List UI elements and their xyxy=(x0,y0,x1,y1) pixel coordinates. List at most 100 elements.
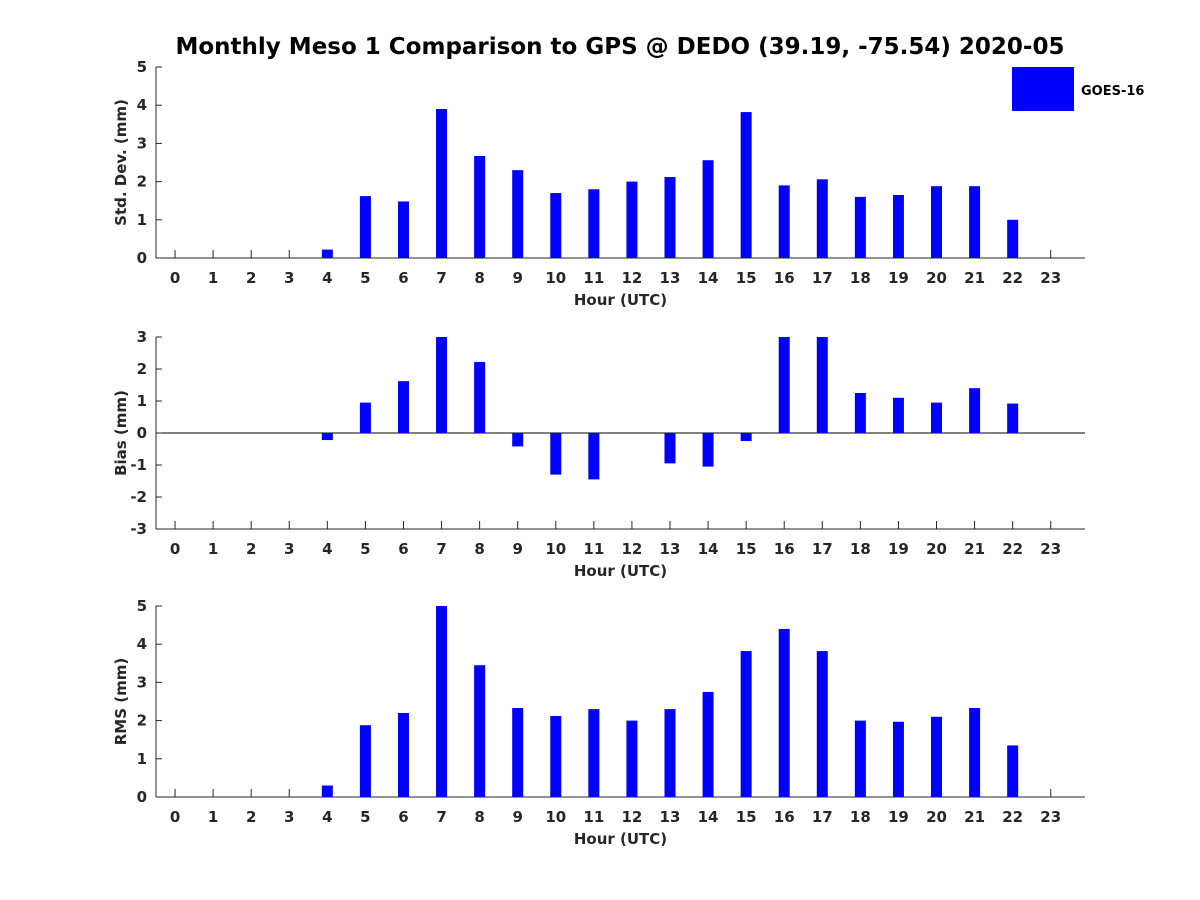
y-tick-label: 3 xyxy=(137,134,147,152)
bar-hour-8 xyxy=(474,361,486,433)
x-tick-label: 21 xyxy=(964,540,985,558)
x-tick-label: 1 xyxy=(208,540,218,558)
x-axis-label: Hour (UTC) xyxy=(574,291,667,309)
bar-hour-22 xyxy=(1007,403,1019,433)
x-tick-label: 5 xyxy=(360,540,370,558)
x-tick-label: 15 xyxy=(736,269,757,287)
bar-hour-6 xyxy=(397,201,409,258)
bar-hour-5 xyxy=(359,725,371,797)
x-tick-label: 6 xyxy=(398,540,408,558)
bar-hour-17 xyxy=(816,337,828,433)
x-tick-label: 16 xyxy=(774,540,795,558)
bar-hour-8 xyxy=(474,665,486,797)
x-tick-label: 3 xyxy=(284,808,294,826)
y-tick-label: -3 xyxy=(130,520,147,538)
x-tick-label: 15 xyxy=(736,808,757,826)
x-tick-label: 21 xyxy=(964,808,985,826)
bar-hour-16 xyxy=(778,185,790,258)
bar-hour-22 xyxy=(1007,219,1019,258)
y-tick-label: 0 xyxy=(137,249,147,267)
y-tick-label: 2 xyxy=(137,173,147,191)
bar-hour-10 xyxy=(550,433,562,475)
x-tick-label: 20 xyxy=(926,269,947,287)
y-axis-label: Bias (mm) xyxy=(112,390,130,476)
x-tick-label: 9 xyxy=(512,540,522,558)
bar-hour-20 xyxy=(931,402,943,433)
bar-hour-15 xyxy=(740,433,752,441)
x-tick-label: 6 xyxy=(398,808,408,826)
bar-hour-7 xyxy=(436,109,448,259)
y-tick-label: 2 xyxy=(137,712,147,730)
bar-hour-21 xyxy=(969,388,981,433)
bar-hour-19 xyxy=(892,721,904,797)
x-tick-label: 12 xyxy=(621,269,642,287)
x-tick-label: 10 xyxy=(545,808,566,826)
bar-hour-8 xyxy=(474,156,486,258)
x-tick-label: 7 xyxy=(436,269,446,287)
bar-hour-14 xyxy=(702,691,714,797)
x-tick-label: 14 xyxy=(698,269,719,287)
x-tick-label: 14 xyxy=(698,808,719,826)
x-tick-label: 17 xyxy=(812,808,833,826)
bar-hour-9 xyxy=(512,170,524,258)
y-tick-label: 2 xyxy=(137,360,147,378)
x-tick-label: 4 xyxy=(322,808,332,826)
bar-hour-13 xyxy=(664,709,676,797)
bar-hour-15 xyxy=(740,112,752,259)
bar-hour-7 xyxy=(436,606,448,797)
y-tick-label: 1 xyxy=(137,211,147,229)
x-tick-label: 16 xyxy=(774,808,795,826)
x-tick-label: 4 xyxy=(322,269,332,287)
y-tick-label: 5 xyxy=(137,58,147,76)
y-tick-label: 1 xyxy=(137,750,147,768)
x-tick-label: 5 xyxy=(360,269,370,287)
x-tick-label: 23 xyxy=(1040,540,1061,558)
bar-hour-19 xyxy=(892,397,904,433)
x-tick-label: 18 xyxy=(850,540,871,558)
x-tick-label: 20 xyxy=(926,808,947,826)
x-tick-label: 18 xyxy=(850,269,871,287)
x-tick-label: 10 xyxy=(545,269,566,287)
bar-hour-11 xyxy=(588,189,600,258)
x-tick-label: 18 xyxy=(850,808,871,826)
bar-hour-4 xyxy=(321,433,333,441)
x-tick-label: 0 xyxy=(170,808,180,826)
x-tick-label: 17 xyxy=(812,269,833,287)
legend-swatch xyxy=(1012,67,1074,111)
x-tick-label: 23 xyxy=(1040,269,1061,287)
x-tick-label: 5 xyxy=(360,808,370,826)
x-tick-label: 21 xyxy=(964,269,985,287)
x-tick-label: 8 xyxy=(474,269,484,287)
y-axis-label: Std. Dev. (mm) xyxy=(112,99,130,226)
y-tick-label: 1 xyxy=(137,392,147,410)
bar-hour-6 xyxy=(397,381,409,433)
x-tick-label: 3 xyxy=(284,540,294,558)
x-tick-label: 3 xyxy=(284,269,294,287)
y-tick-label: -2 xyxy=(130,488,147,506)
x-tick-label: 2 xyxy=(246,540,256,558)
bar-hour-20 xyxy=(931,716,943,797)
bar-hour-18 xyxy=(854,393,866,433)
bar-hour-11 xyxy=(588,433,600,480)
x-tick-label: 14 xyxy=(698,540,719,558)
x-tick-label: 19 xyxy=(888,808,909,826)
bar-hour-12 xyxy=(626,181,638,258)
x-tick-label: 23 xyxy=(1040,808,1061,826)
x-tick-label: 13 xyxy=(660,808,681,826)
x-tick-label: 15 xyxy=(736,540,757,558)
x-tick-label: 12 xyxy=(621,808,642,826)
bar-hour-16 xyxy=(778,628,790,797)
x-tick-label: 22 xyxy=(1002,540,1023,558)
bar-hour-4 xyxy=(321,249,333,258)
x-tick-label: 11 xyxy=(583,540,604,558)
x-tick-label: 11 xyxy=(583,269,604,287)
bar-hour-16 xyxy=(778,337,790,433)
x-tick-label: 13 xyxy=(660,269,681,287)
y-axis-label: RMS (mm) xyxy=(112,658,130,745)
bar-hour-13 xyxy=(664,177,676,258)
x-tick-label: 1 xyxy=(208,808,218,826)
bar-hour-17 xyxy=(816,179,828,258)
x-tick-label: 22 xyxy=(1002,808,1023,826)
